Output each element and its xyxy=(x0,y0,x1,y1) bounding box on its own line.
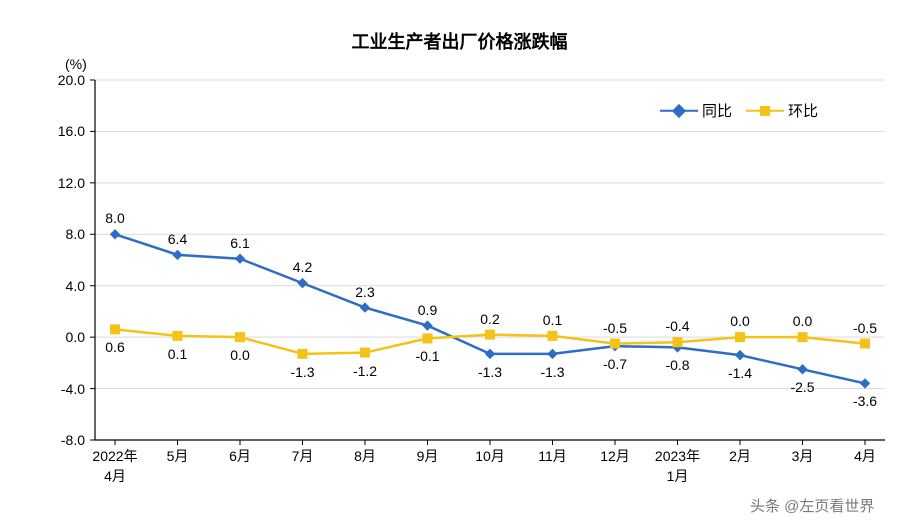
legend-item: 同比 xyxy=(660,100,732,121)
data-label: 0.9 xyxy=(406,302,450,318)
data-label: 0.2 xyxy=(468,311,512,327)
data-label: 2.3 xyxy=(343,284,387,300)
y-tick-label: 4.0 xyxy=(40,278,85,294)
data-label: -0.5 xyxy=(593,320,637,336)
legend-item: 环比 xyxy=(746,100,818,121)
legend-swatch xyxy=(746,104,784,118)
x-tick-label: 9月 xyxy=(393,446,463,466)
data-label: -3.6 xyxy=(843,393,887,409)
data-label: -1.4 xyxy=(718,365,762,381)
data-label: -0.7 xyxy=(593,356,637,372)
watermark: 头条 @左页看世界 xyxy=(750,495,874,516)
x-tick-label: 11月 xyxy=(518,446,588,466)
y-tick-label: 0.0 xyxy=(40,329,85,345)
x-tick-label: 8月 xyxy=(330,446,400,466)
data-label: -1.3 xyxy=(531,364,575,380)
data-label: 0.1 xyxy=(531,312,575,328)
x-tick-label: 3月 xyxy=(768,446,838,466)
y-tick-label: 12.0 xyxy=(40,175,85,191)
x-tick-label: 6月 xyxy=(205,446,275,466)
data-label: 4.2 xyxy=(281,259,325,275)
x-tick-label: 12月 xyxy=(580,446,650,466)
x-tick-label: 2月 xyxy=(705,446,775,466)
legend-swatch xyxy=(660,104,698,118)
data-label: 0.0 xyxy=(218,347,262,363)
legend: 同比 环比 xyxy=(660,100,818,121)
diamond-marker-icon xyxy=(672,103,686,117)
x-tick-label: 5月 xyxy=(143,446,213,466)
x-tick-label: 2022年 4月 xyxy=(80,446,150,486)
data-label: -0.5 xyxy=(843,320,887,336)
data-label: -0.8 xyxy=(656,357,700,373)
data-label: 0.1 xyxy=(156,346,200,362)
data-label: -1.2 xyxy=(343,363,387,379)
legend-label: 同比 xyxy=(702,100,732,121)
data-label: 6.1 xyxy=(218,235,262,251)
data-label: -1.3 xyxy=(468,364,512,380)
data-label: 0.6 xyxy=(93,339,137,355)
y-axis-unit: (%) xyxy=(65,56,87,72)
data-label: -1.3 xyxy=(281,364,325,380)
y-tick-label: 8.0 xyxy=(40,226,85,242)
y-tick-label: -8.0 xyxy=(40,432,85,448)
data-label: 6.4 xyxy=(156,231,200,247)
chart-title: 工业生产者出厂价格涨跌幅 xyxy=(0,28,919,54)
data-label: -0.4 xyxy=(656,318,700,334)
plot-area xyxy=(95,80,885,440)
data-label: -2.5 xyxy=(781,379,825,395)
x-tick-label: 4月 xyxy=(830,446,900,466)
x-tick-label: 7月 xyxy=(268,446,338,466)
y-tick-label: 20.0 xyxy=(40,72,85,88)
x-tick-label: 10月 xyxy=(455,446,525,466)
data-label: 8.0 xyxy=(93,210,137,226)
data-label: -0.1 xyxy=(406,348,450,364)
data-label: 0.0 xyxy=(718,313,762,329)
x-tick-label: 2023年 1月 xyxy=(643,446,713,486)
legend-label: 环比 xyxy=(788,100,818,121)
y-tick-label: 16.0 xyxy=(40,123,85,139)
chart-svg xyxy=(95,80,885,440)
y-tick-label: -4.0 xyxy=(40,381,85,397)
square-marker-icon xyxy=(760,106,770,116)
data-label: 0.0 xyxy=(781,313,825,329)
